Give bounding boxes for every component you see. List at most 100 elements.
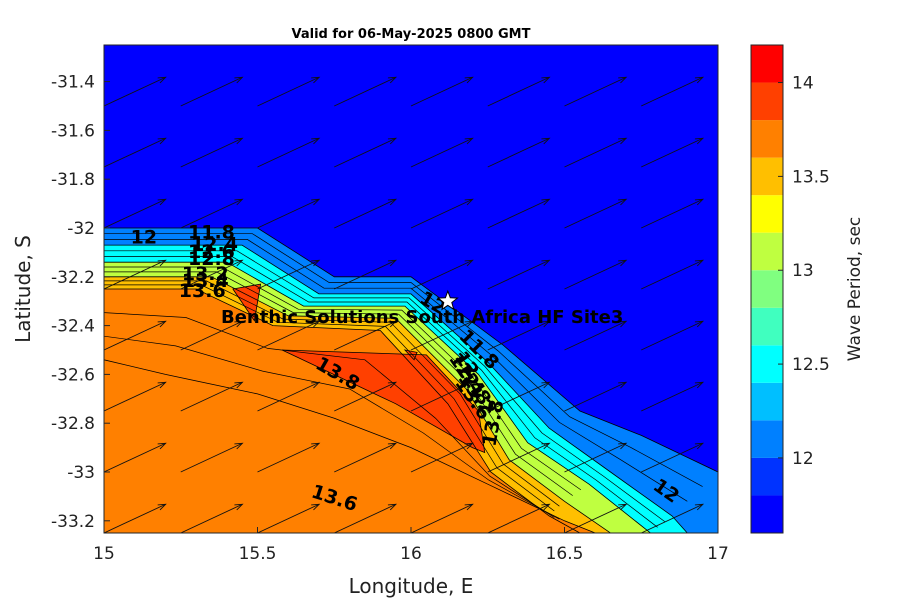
x-tick-label: 16.5: [546, 544, 584, 564]
wave-vector-head: [541, 259, 551, 267]
colorbar-tick-label: 12.5: [792, 355, 830, 375]
contour-line: [104, 266, 582, 491]
wave-vector: [257, 137, 321, 168]
wave-vector-shaft: [641, 503, 704, 533]
wave-vector-shaft: [180, 442, 243, 473]
wave-vector-head: [541, 442, 551, 450]
colorbar-label: Wave Period, sec: [845, 217, 865, 362]
wave-vector-head: [694, 442, 705, 450]
wave-vector: [641, 198, 705, 229]
y-tick-label: -32.2: [51, 268, 95, 288]
x-tick-label: 17: [707, 544, 729, 564]
wave-vector-shaft: [334, 442, 397, 473]
wave-vector-shaft: [334, 381, 397, 412]
wave-vector-head: [157, 381, 167, 389]
contour-line: [104, 250, 666, 522]
wave-vector-shaft: [487, 381, 550, 412]
wave-vector-shaft: [564, 137, 627, 168]
wave-vector-shaft: [180, 76, 243, 107]
wave-vector-head: [311, 76, 321, 84]
colorbar-swatch: [751, 420, 783, 458]
wave-vector-head: [387, 76, 398, 84]
wave-vector: [257, 198, 321, 229]
wave-vector-shaft: [180, 381, 243, 412]
wave-vector: [334, 76, 398, 107]
wave-vector: [180, 381, 244, 412]
contour-label: 11.8: [188, 221, 235, 243]
wave-vector: [410, 503, 474, 533]
wave-vector-shaft: [257, 137, 320, 168]
wave-vector-head: [157, 442, 167, 450]
contour-label-layer: 12 11.812.412.612.813.213.413.6 1211.81212…: [131, 221, 684, 516]
contour-line: [104, 261, 652, 533]
contour-line: [403, 349, 418, 361]
wave-vector-head: [157, 76, 167, 84]
wave-vector-head: [311, 442, 321, 450]
wave-vector-shaft: [564, 381, 627, 412]
wave-vector: [104, 442, 167, 473]
wave-vector-head: [618, 137, 628, 145]
colorbar-tick-label: 13: [792, 261, 814, 281]
wave-vector-head: [618, 503, 628, 511]
wave-vector-head: [464, 198, 474, 206]
y-tick-label: -32.4: [51, 317, 95, 337]
site-star-icon: [436, 289, 459, 311]
wave-vector-shaft: [257, 503, 320, 533]
wave-vector-shaft: [564, 442, 627, 473]
wave-vector-head: [234, 198, 244, 206]
wave-vector: [104, 259, 167, 290]
wave-vector: [410, 320, 474, 351]
wave-vector-shaft: [487, 76, 550, 107]
colorbar-swatch: [751, 82, 783, 121]
contour-label: 12.4: [191, 234, 238, 256]
contour-line: [104, 276, 612, 533]
colorbar-swatch: [751, 457, 783, 496]
colorbar-frame: [750, 44, 784, 534]
x-axis: 15 15.5 16 16.5 17: [93, 527, 729, 564]
wave-vector-head: [618, 381, 628, 389]
colorbar-swatch: [751, 382, 783, 421]
wave-vector: [564, 198, 628, 229]
chart-title: Valid for 06-May-2025 0800 GMT: [292, 27, 531, 42]
wave-vector-head: [541, 320, 551, 328]
wave-vector: [564, 320, 628, 351]
wave-vector: [487, 198, 551, 229]
contour-line: [104, 244, 688, 533]
colorbar-swatch: [751, 270, 783, 308]
wave-vector-shaft: [641, 381, 704, 412]
wave-vector-shaft: [641, 76, 704, 107]
colorbar: 12 12.5 13 13.5 14: [750, 44, 830, 534]
wave-vector-head: [694, 76, 705, 84]
wave-vector-head: [157, 320, 167, 328]
wave-vector: [487, 320, 551, 351]
wave-vector: [257, 259, 321, 290]
wave-vector: [180, 259, 244, 290]
contour-label: 12: [131, 226, 157, 248]
wave-vector-head: [387, 259, 398, 267]
wave-vector-shaft: [334, 503, 397, 533]
wave-vector-shaft: [410, 442, 473, 473]
wave-vector-head: [541, 503, 551, 511]
y-axis: -31.4 -31.6 -31.8 -32 -32.2 -32.4 -32.6 -32.8 -3…: [51, 73, 110, 532]
contour-label: 12.8: [188, 248, 235, 270]
wave-vector-head: [387, 503, 398, 511]
colorbar-swatch: [751, 495, 783, 533]
wave-vector: [334, 259, 398, 290]
wave-vector: [487, 259, 551, 290]
wave-vector-shaft: [487, 137, 550, 168]
wave-vector-shaft: [180, 320, 243, 351]
wave-vector-shaft: [104, 442, 166, 473]
colorbar-swatch: [751, 120, 783, 158]
wave-vector: [180, 76, 244, 107]
contour-line: [104, 239, 688, 502]
wave-vector: [410, 442, 474, 473]
wave-vector-head: [618, 76, 628, 84]
y-tick-label: -32.6: [51, 365, 95, 385]
wave-vector-head: [157, 503, 167, 511]
wave-vector-shaft: [487, 259, 550, 290]
wave-vector-shaft: [410, 320, 473, 351]
wave-vector-head: [694, 381, 705, 389]
contour-line: [232, 283, 262, 322]
wave-vector-shaft: [104, 320, 166, 351]
site-marker-layer: Benthic Solutions South Africa HF Site3: [221, 289, 623, 328]
